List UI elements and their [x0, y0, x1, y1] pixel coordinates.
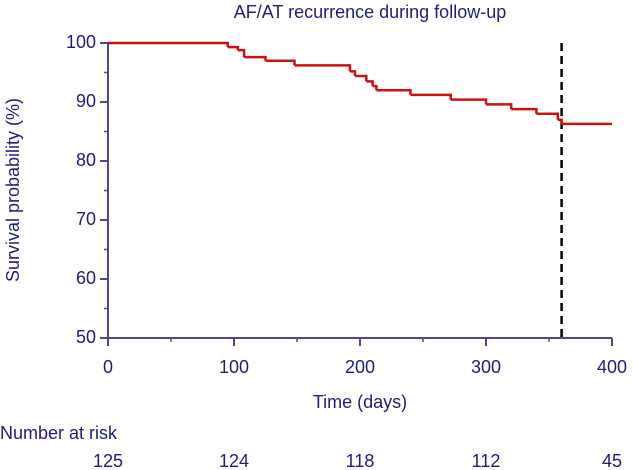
- survival-step: [349, 70, 357, 77]
- survival-step: [450, 98, 488, 105]
- y-axis-label: Survival probability (%): [3, 98, 23, 282]
- y-tick-label: 90: [76, 91, 96, 111]
- survival-step: [237, 48, 246, 58]
- x-tick-label: 100: [219, 357, 249, 377]
- risk-count: 118: [346, 451, 375, 470]
- survival-step: [376, 88, 412, 95]
- survival-step: [354, 74, 368, 82]
- survival-step: [486, 103, 513, 110]
- x-tick-label: 400: [597, 357, 627, 377]
- survival-step: [372, 84, 378, 91]
- survival-step: [294, 64, 352, 72]
- y-tick-label: 80: [76, 150, 96, 170]
- chart-title: AF/AT recurrence during follow-up: [234, 2, 506, 22]
- survival-step: [366, 80, 374, 87]
- x-tick-label: 300: [471, 357, 501, 377]
- survival-step: [536, 112, 560, 120]
- survival-step: [108, 41, 229, 48]
- risk-count: 125: [93, 451, 123, 470]
- y-tick-label: 60: [76, 268, 96, 288]
- survival-step: [410, 93, 452, 100]
- survival-step: [265, 59, 296, 66]
- y-tick-label: 100: [66, 32, 96, 52]
- survival-step: [511, 107, 538, 114]
- risk-count: 112: [472, 451, 501, 470]
- survival-step: [557, 118, 563, 124]
- risk-count: 45: [602, 451, 622, 470]
- x-tick-label: 200: [345, 357, 375, 377]
- x-axis-label: Time (days): [313, 392, 407, 412]
- risk-table-title: Number at risk: [0, 423, 118, 443]
- risk-count: 124: [219, 451, 249, 470]
- y-tick-label: 70: [76, 209, 96, 229]
- survival-step: [244, 55, 267, 61]
- x-tick-label: 0: [103, 357, 113, 377]
- y-tick-label: 50: [76, 327, 96, 347]
- survival-step: [227, 45, 240, 51]
